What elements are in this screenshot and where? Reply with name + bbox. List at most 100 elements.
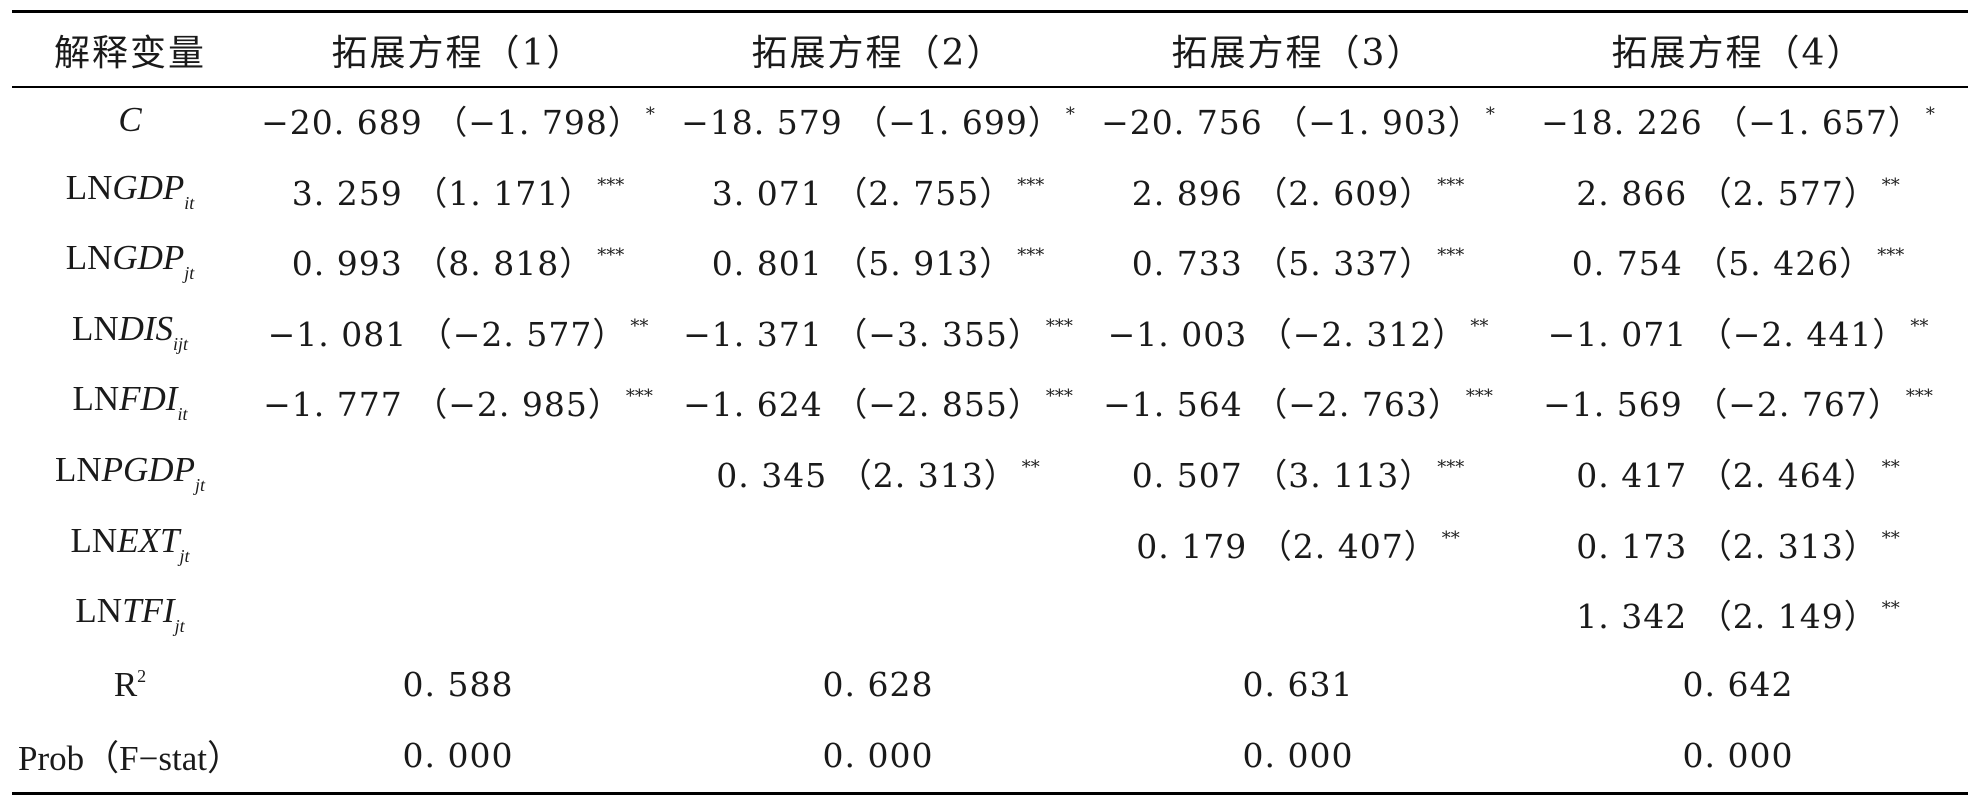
variable-name-cell: LNGDPit xyxy=(12,168,248,214)
coefficient-value: −18. 226 （−1. 657） xyxy=(1541,103,1922,142)
table-row: LNFDIit −1. 777 （−2. 985） *** −1. 624 （−2. … xyxy=(12,374,1968,430)
variable-symbol: EXT xyxy=(117,520,180,560)
table-header-row: 解释变量 拓展方程（1） 拓展方程（2） 拓展方程（3） 拓展方程（4） xyxy=(12,14,1968,86)
header-equation-1: 拓展方程（1） xyxy=(331,33,585,74)
significance-stars: * xyxy=(645,104,655,125)
coefficient-value: −1. 081 （−2. 577） xyxy=(267,314,627,354)
coefficient-cell: 0. 345 （2. 313） ** xyxy=(668,449,1088,497)
coefficient-cell: 1. 342 （2. 149） ** xyxy=(1508,590,1968,638)
variable-prefix: LN xyxy=(70,520,118,560)
significance-stars: *** xyxy=(1017,245,1045,267)
variable-name-cell: R2 xyxy=(12,665,248,705)
table-bottom-rule xyxy=(12,792,1968,795)
variable-prefix: LN xyxy=(75,591,123,631)
variable-symbol: C xyxy=(118,100,142,139)
variable-name-cell: LNPGDPjt xyxy=(12,450,248,496)
coefficient-value: 3. 259 （1. 171） xyxy=(291,173,594,213)
coefficient-cell: 0. 417 （2. 464） ** xyxy=(1508,449,1968,497)
significance-stars: *** xyxy=(1877,245,1905,267)
table-row: LNTFIjt 1. 342 （2. 149） ** xyxy=(12,586,1968,642)
prob-f-stat-value: 0. 000 xyxy=(1242,735,1354,775)
coefficient-cell: −1. 569 （−2. 767） *** xyxy=(1508,378,1968,426)
coefficient-cell: −1. 371 （−3. 355） *** xyxy=(668,308,1088,356)
variable-prefix: LN xyxy=(72,379,120,419)
coefficient-cell: −20. 756 （−1. 903） * xyxy=(1088,96,1508,144)
variable-name-cell: C xyxy=(12,100,248,140)
coefficient-cell: −20. 689 （−1. 798） * xyxy=(248,96,668,144)
variable-name-cell: LNGDPjt xyxy=(12,238,248,284)
coefficient-value: 2. 866 （2. 577） xyxy=(1576,173,1878,213)
table-row: LNGDPit 3. 259 （1. 171） *** 3. 071 （2. 755）… xyxy=(12,163,1968,219)
coefficient-cell: 3. 071 （2. 755） *** xyxy=(668,167,1088,215)
variable-symbol: TFI xyxy=(122,591,175,631)
coefficient-value: 0. 173 （2. 313） xyxy=(1576,526,1878,566)
coefficient-cell: −1. 003 （−2. 312） ** xyxy=(1088,308,1508,356)
variable-subscript: ijt xyxy=(173,333,189,354)
coefficient-cell: −1. 071 （−2. 441） ** xyxy=(1508,308,1968,356)
table-top-rule xyxy=(12,10,1968,13)
coefficient-cell: 0. 507 （3. 113） *** xyxy=(1088,449,1508,497)
header-variable: 解释变量 xyxy=(53,33,206,74)
significance-stars: *** xyxy=(1465,386,1493,408)
coefficient-value: −1. 071 （−2. 441） xyxy=(1547,314,1907,354)
r-squared-label: R xyxy=(113,664,138,704)
coefficient-value: −1. 003 （−2. 312） xyxy=(1107,314,1467,354)
coefficient-value: 1. 342 （2. 149） xyxy=(1576,597,1878,637)
coefficient-cell: 0. 993 （8. 818） *** xyxy=(248,237,668,285)
r-squared-superscript: 2 xyxy=(137,665,147,686)
significance-stars: *** xyxy=(1437,174,1465,196)
prob-f-stat-label: Prob（F−stat） xyxy=(18,738,242,778)
coefficient-value: 0. 507 （3. 113） xyxy=(1131,456,1434,495)
significance-stars: ** xyxy=(1910,315,1929,337)
variable-symbol: GDP xyxy=(112,167,185,207)
coefficient-value: −20. 756 （−1. 903） xyxy=(1101,103,1482,142)
variable-name-cell: Prob（F−stat） xyxy=(12,730,248,781)
variable-prefix: LN xyxy=(55,450,102,489)
coefficient-value: 0. 345 （2. 313） xyxy=(716,456,1018,495)
prob-f-stat-value: 0. 000 xyxy=(822,735,934,775)
coefficient-value: 3. 071 （2. 755） xyxy=(711,173,1014,213)
r-squared-value: 0. 631 xyxy=(1242,665,1354,705)
r-squared-value: 0. 642 xyxy=(1682,665,1794,705)
significance-stars: *** xyxy=(597,174,625,196)
table-row: LNDISijt −1. 081 （−2. 577） ** −1. 371 （−3. … xyxy=(12,304,1968,360)
coefficient-value: 0. 754 （5. 426） xyxy=(1571,244,1874,284)
variable-name-cell: LNFDIit xyxy=(12,379,248,425)
variable-symbol: DIS xyxy=(118,308,174,348)
variable-prefix: LN xyxy=(65,167,113,207)
significance-stars: *** xyxy=(1905,386,1933,408)
significance-stars: ** xyxy=(1470,315,1489,337)
header-equation-4: 拓展方程（4） xyxy=(1611,33,1865,74)
coefficient-value: 0. 801 （5. 913） xyxy=(711,244,1014,284)
significance-stars: *** xyxy=(1045,315,1073,337)
significance-stars: ** xyxy=(1881,457,1900,478)
coefficient-cell: 0. 173 （2. 313） ** xyxy=(1508,520,1968,568)
significance-stars: ** xyxy=(1441,527,1460,549)
significance-stars: * xyxy=(1065,104,1075,125)
r-squared-value: 0. 588 xyxy=(402,665,514,705)
coefficient-value: −18. 579 （−1. 699） xyxy=(681,103,1062,142)
significance-stars: ** xyxy=(1881,174,1900,196)
significance-stars: ** xyxy=(630,315,649,337)
header-equation-3: 拓展方程（3） xyxy=(1171,33,1425,74)
coefficient-value: −1. 777 （−2. 985） xyxy=(263,385,622,425)
header-equation-2: 拓展方程（2） xyxy=(751,33,1005,74)
coefficient-value: −1. 371 （−3. 355） xyxy=(683,314,1042,354)
coefficient-cell: 0. 801 （5. 913） *** xyxy=(668,237,1088,285)
variable-name-cell: LNDISijt xyxy=(12,309,248,355)
significance-stars: *** xyxy=(1017,174,1045,196)
significance-stars: * xyxy=(1925,104,1935,125)
table-row: LNPGDPjt 0. 345 （2. 313） ** 0. 507 （3. 113）… xyxy=(12,445,1968,501)
variable-name-cell: LNTFIjt xyxy=(12,591,248,637)
prob-f-stat-value: 0. 000 xyxy=(1682,735,1794,775)
coefficient-value: 0. 417 （2. 464） xyxy=(1576,456,1878,495)
variable-name-cell: LNEXTjt xyxy=(12,521,248,567)
coefficient-cell: 3. 259 （1. 171） *** xyxy=(248,167,668,215)
coefficient-value: −1. 624 （−2. 855） xyxy=(683,385,1042,425)
coefficient-cell: −1. 624 （−2. 855） *** xyxy=(668,378,1088,426)
coefficient-value: −1. 564 （−2. 763） xyxy=(1103,385,1462,425)
significance-stars: ** xyxy=(1881,527,1900,549)
significance-stars: *** xyxy=(625,386,653,408)
significance-stars: ** xyxy=(1021,457,1040,478)
coefficient-value: 0. 179 （2. 407） xyxy=(1136,526,1438,566)
